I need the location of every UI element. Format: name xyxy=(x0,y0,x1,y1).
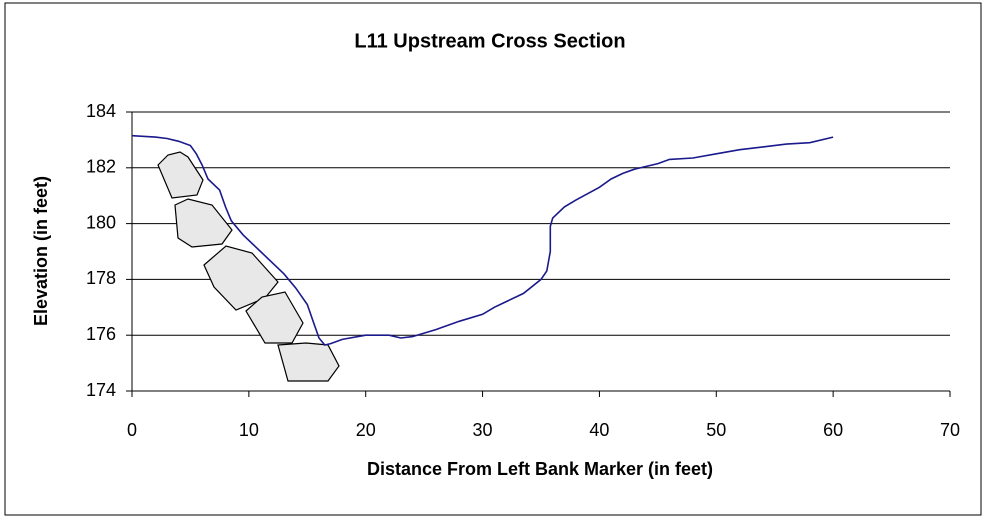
x-tick-label: 20 xyxy=(356,420,376,440)
y-tick-label: 176 xyxy=(86,324,116,344)
y-tick-label: 184 xyxy=(86,101,116,121)
rock xyxy=(277,342,340,382)
chart-frame xyxy=(4,2,982,516)
x-tick-label: 50 xyxy=(706,420,726,440)
y-axis-label: Elevation (in feet) xyxy=(31,176,51,326)
rock xyxy=(245,291,304,344)
y-tick-label: 174 xyxy=(86,380,116,400)
x-tick-label: 70 xyxy=(940,420,960,440)
x-tick-label: 60 xyxy=(823,420,843,440)
rock xyxy=(203,245,279,311)
x-axis-label: Distance From Left Bank Marker (in feet) xyxy=(367,459,713,479)
x-tick-label: 0 xyxy=(127,420,137,440)
rock xyxy=(174,198,233,248)
y-tick-label: 182 xyxy=(86,157,116,177)
data-line xyxy=(131,134,834,346)
y-tick-label: 178 xyxy=(86,268,116,288)
rock xyxy=(157,151,204,199)
x-tick-label: 10 xyxy=(239,420,259,440)
x-tick-label: 30 xyxy=(473,420,493,440)
x-tick-label: 40 xyxy=(589,420,609,440)
chart-title: L11 Upstream Cross Section xyxy=(354,30,625,52)
y-tick-label: 180 xyxy=(86,212,116,232)
riprap-rocks xyxy=(157,151,340,382)
